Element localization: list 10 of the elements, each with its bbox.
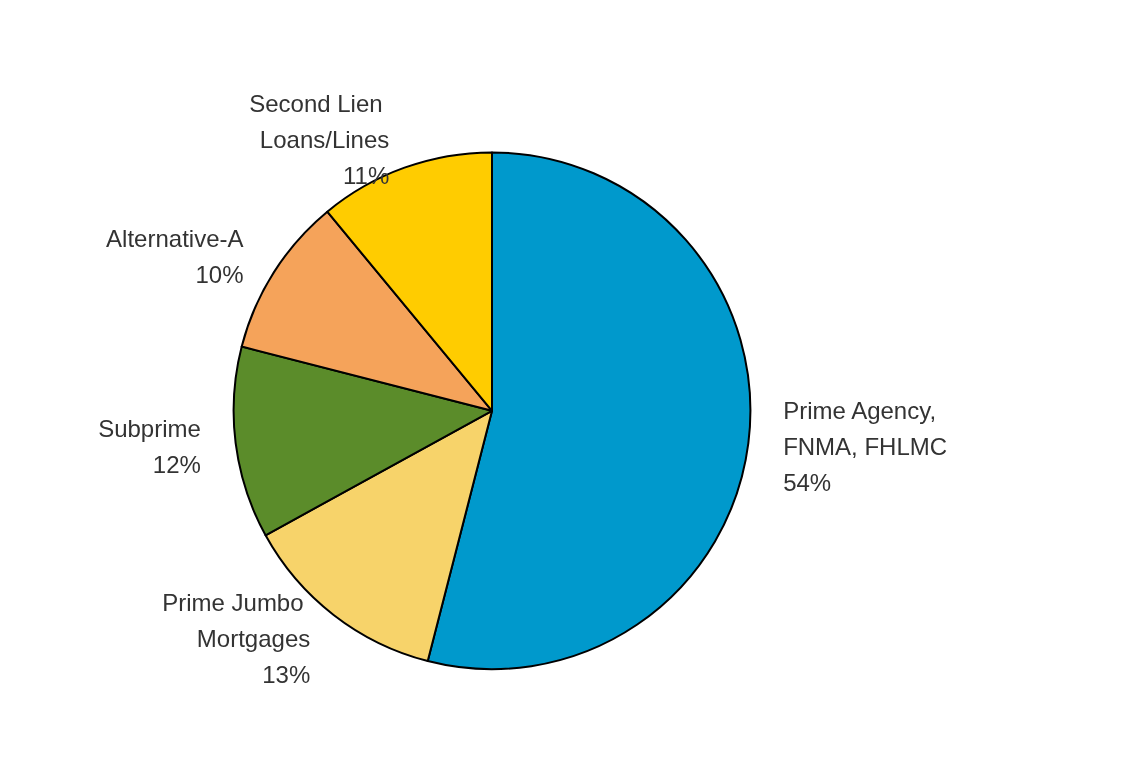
- slice-label: Alternative-A: [106, 224, 244, 252]
- data-label: 13%: [262, 661, 311, 689]
- data-label: 10%: [195, 260, 244, 288]
- slice-label: Prime Jumbo Mortgages: [162, 589, 311, 653]
- slice-label: Second Lien Loans/Lines: [249, 89, 390, 153]
- slice-label: Subprime: [98, 415, 201, 443]
- slice-label: Prime Agency, FNMA, FHLMC: [783, 397, 948, 461]
- data-label: 11%: [343, 161, 390, 189]
- data-label: 54%: [783, 469, 832, 497]
- data-label: 12%: [152, 451, 201, 479]
